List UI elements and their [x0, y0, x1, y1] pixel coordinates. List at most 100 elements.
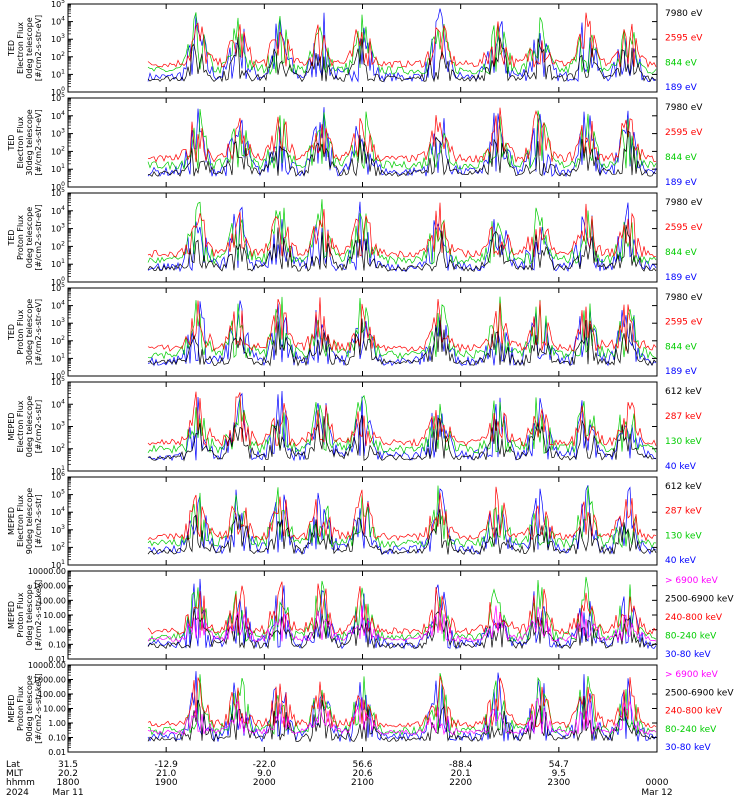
series-trace — [147, 8, 657, 83]
y-axis-label-line: 90deg telescope — [25, 675, 34, 742]
x-tick-mlt: 20.2 — [58, 769, 78, 779]
y-tick-label: 105 — [51, 0, 65, 9]
y-axis-label-line: 30deg telescope — [25, 109, 34, 176]
y-axis-label-line: Proton Flux — [16, 309, 25, 354]
y-tick-label: 103 — [51, 524, 65, 535]
x-row-label: MLT — [6, 769, 24, 779]
y-tick-label: 101 — [51, 68, 65, 79]
y-tick-label: 1000.00 — [33, 582, 66, 591]
y-tick-label: 1.00 — [48, 719, 66, 728]
y-tick-label: 105 — [51, 376, 65, 387]
legend-entry: 7980 eV — [665, 9, 703, 19]
y-tick-label: 106 — [51, 471, 65, 482]
series-trace — [147, 107, 657, 164]
y-axis-label-line: 90deg telescope — [25, 488, 34, 555]
x-tick-hhmm: 0000 — [646, 778, 669, 788]
y-axis-label-line: Proton Flux — [16, 686, 25, 731]
y-axis-label: TEDElectron Flux0deg telescope[#/cm2-s-s… — [7, 15, 43, 81]
legend-entry: 189 eV — [665, 83, 698, 93]
series-trace — [147, 697, 657, 743]
series-trace — [147, 576, 657, 643]
series-trace — [147, 415, 657, 462]
y-tick-label: 104 — [51, 110, 65, 121]
legend-entry: 30-80 keV — [665, 650, 711, 660]
legend-entry: 844 eV — [665, 153, 698, 163]
series-trace — [147, 697, 657, 736]
y-axis-label-line: Proton Flux — [16, 215, 25, 260]
y-tick-label: 0.01 — [48, 655, 66, 664]
legend-entry: 2500-6900 keV — [665, 688, 734, 698]
y-tick-label: 104 — [51, 506, 65, 517]
x-tick-lat: 54.7 — [549, 760, 569, 770]
y-tick-label: 101 — [51, 559, 65, 570]
y-axis-label-line: [#/cm2-s-str-eV] — [34, 299, 43, 365]
y-axis-label-line: [#/cm2-s-str-keV] — [34, 580, 43, 651]
legend-entry: 130 keV — [665, 437, 702, 447]
y-axis-label-line: TED — [7, 40, 16, 57]
legend-entry: 240-800 keV — [665, 613, 723, 623]
y-tick-label: 10.00 — [43, 705, 66, 714]
y-axis-label-line: Proton Flux — [16, 592, 25, 637]
y-tick-label: 0.10 — [48, 734, 66, 743]
y-tick-label: 0.10 — [48, 640, 66, 649]
y-tick-label: 1000.00 — [33, 676, 66, 685]
y-axis-label-line: [#/cm2-s-str] — [34, 494, 43, 547]
y-tick-label: 10.00 — [43, 611, 66, 620]
y-axis-label-line: [#/cm2-s-str-keV] — [34, 673, 43, 744]
y-axis-label: MEPEDElectron Flux0deg telescope[#/cm2-s… — [7, 396, 43, 457]
x-tick-mlt: 20.6 — [352, 769, 372, 779]
legend-entry: 612 keV — [665, 387, 702, 397]
series-trace — [147, 12, 657, 69]
y-axis-label-line: Electron Flux — [16, 116, 25, 168]
panel-8: 0.01 0.10 1.00 10.00 100.00 1000.00 10000.00 ME… — [7, 661, 734, 757]
y-tick-label: 100 — [51, 86, 65, 97]
data-traces — [147, 199, 657, 273]
y-axis-label-line: [#/cm2-s-str-eV] — [34, 204, 43, 270]
y-tick-label: 100 — [51, 276, 65, 287]
y-axis-label-line: MEPED — [7, 601, 16, 629]
x-tick-mlt: 9.0 — [257, 769, 272, 779]
series-trace — [147, 318, 657, 367]
legend-entry: 7980 eV — [665, 103, 703, 113]
y-axis-label-line: [#/cm2-s-str] — [34, 400, 43, 453]
y-tick-label: 100 — [51, 181, 65, 192]
x-tick-lat: -88.4 — [449, 760, 473, 770]
y-axis-label-line: 0deg telescope — [25, 207, 34, 268]
y-tick-label: 104 — [51, 16, 65, 27]
panel-7: 0.01 0.10 1.00 10.00 100.00 1000.00 10000.00 ME… — [7, 567, 734, 664]
y-axis-label-line: Electron Flux — [16, 400, 25, 452]
x-row-label: Lat — [6, 760, 21, 770]
y-tick-label: 104 — [51, 205, 65, 216]
x-tick-hhmm: 2100 — [351, 778, 374, 788]
y-axis-label-line: 0deg telescope — [25, 396, 34, 457]
legend-entry: 130 keV — [665, 531, 702, 541]
x-tick-hhmm: 2200 — [449, 778, 472, 788]
y-tick-label: 103 — [51, 421, 65, 432]
y-axis-label-line: TED — [7, 324, 16, 341]
y-axis-label-line: 30deg telescope — [25, 299, 34, 366]
legend-entry: 80-240 keV — [665, 632, 717, 642]
panel-1: 100 101 102 103 104 105 TEDElectron Flux0deg t… — [7, 0, 703, 97]
series-trace — [147, 297, 657, 353]
x-tick-lat: 31.5 — [58, 760, 78, 770]
x-tick-hhmm: 2300 — [547, 778, 570, 788]
y-axis-label-line: TED — [7, 229, 16, 246]
legend-entry: 2595 eV — [665, 34, 703, 44]
legend-entry: 612 keV — [665, 482, 702, 492]
data-traces — [147, 296, 657, 367]
y-axis-label-line: 0deg telescope — [25, 17, 34, 78]
series-trace — [147, 581, 657, 636]
x-tick-lat: 56.6 — [352, 760, 372, 770]
panel-6: 101 102 103 104 105 106 MEPEDElectron Flux90de… — [7, 471, 702, 570]
y-axis-label: MEPEDProton Flux0deg telescope[#/cm2-s-s… — [7, 580, 43, 651]
series-trace — [147, 605, 657, 643]
data-traces — [147, 8, 657, 83]
x-tick-hhmm: 1800 — [57, 778, 80, 788]
panel-3: 100 101 102 103 104 105 TEDProton Flux0deg tel… — [7, 187, 703, 287]
y-axis-label: TEDElectron Flux30deg telescope[#/cm2-s-… — [7, 109, 43, 176]
y-axis-label-line: Electron Flux — [16, 495, 25, 547]
y-axis-label: MEPEDElectron Flux90deg telescope[#/cm2-… — [7, 488, 43, 555]
x-tick-hhmm: 2000 — [253, 778, 276, 788]
series-trace — [147, 673, 657, 736]
